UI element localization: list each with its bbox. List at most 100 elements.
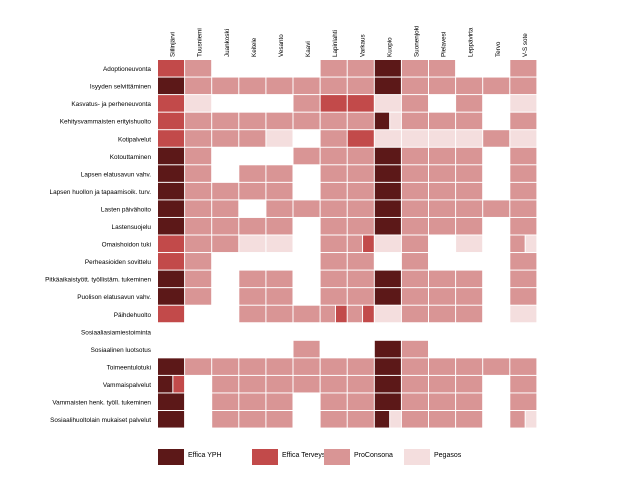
heatmap-cell xyxy=(374,270,401,288)
heatmap-cell xyxy=(456,217,483,235)
heatmap-cell xyxy=(347,200,374,217)
heatmap-cell xyxy=(456,393,483,410)
heatmap-cell xyxy=(347,182,374,200)
heatmap-cell-part xyxy=(525,235,537,253)
heatmap-cell xyxy=(239,112,266,130)
heatmap-cell xyxy=(320,235,347,253)
row-label: Lapsen huollon ja tapaamisoik. turv. xyxy=(50,189,152,196)
column-header: Juankoski xyxy=(224,29,231,57)
heatmap-cell xyxy=(510,393,537,410)
heatmap-cell xyxy=(374,305,401,323)
heatmap-cell-part xyxy=(390,411,401,428)
heatmap-cell xyxy=(401,77,428,95)
heatmap-cell xyxy=(347,217,374,235)
heatmap-cell xyxy=(212,411,239,428)
legend-label: Effica YPH xyxy=(188,452,222,459)
heatmap-cell xyxy=(374,393,401,410)
row-label: Vammaisten henk. työll. tukeminen xyxy=(52,400,151,407)
heatmap-cell xyxy=(401,130,428,147)
heatmap-cell xyxy=(239,182,266,200)
heatmap-cells xyxy=(158,60,537,428)
heatmap-cell xyxy=(456,77,483,95)
column-header: Keitele xyxy=(251,37,258,57)
heatmap-cell-part xyxy=(510,411,525,428)
heatmap-cell xyxy=(347,130,374,147)
heatmap-cell xyxy=(401,253,428,270)
heatmap-cell xyxy=(429,305,456,323)
column-header: Siilinjärvi xyxy=(170,32,177,57)
heatmap-cell xyxy=(293,340,320,358)
heatmap-cell xyxy=(456,200,483,217)
heatmap-cell xyxy=(429,112,456,130)
heatmap-cell xyxy=(510,130,537,147)
row-label: Sosiaaliasiamiestoiminta xyxy=(81,329,151,336)
row-label: Lapsen elatusavun vahv. xyxy=(81,171,151,178)
heatmap-cell-part xyxy=(320,305,335,323)
heatmap-cell xyxy=(429,393,456,410)
heatmap-cell xyxy=(320,217,347,235)
heatmap-cell xyxy=(510,77,537,95)
heatmap-cell xyxy=(374,217,401,235)
heatmap-cell xyxy=(266,393,293,410)
heatmap-cell xyxy=(401,393,428,410)
heatmap-cell xyxy=(320,200,347,217)
heatmap-cell xyxy=(293,77,320,95)
heatmap-cell xyxy=(185,95,212,112)
legend-label: ProConsona xyxy=(354,452,393,459)
heatmap-cell xyxy=(239,165,266,182)
heatmap-cell xyxy=(212,182,239,200)
heatmap-cell xyxy=(401,217,428,235)
heatmap-cell xyxy=(293,375,320,393)
heatmap-cell xyxy=(212,112,239,130)
heatmap-cell xyxy=(185,130,212,147)
row-label: Kasvatus- ja perheneuvonta xyxy=(71,101,151,108)
heatmap-cell xyxy=(510,182,537,200)
heatmap-cell xyxy=(483,358,510,375)
row-label: Isyyden selvittäminen xyxy=(90,84,152,91)
row-label: Kehitysvammaisten erityishuolto xyxy=(60,119,152,126)
heatmap-cell xyxy=(429,358,456,375)
column-header: V-S sote xyxy=(522,33,529,57)
heatmap-cell xyxy=(374,182,401,200)
heatmap-cell-part xyxy=(510,235,525,253)
column-header: Kaavi xyxy=(305,41,312,57)
heatmap-cell xyxy=(293,358,320,375)
heatmap-cell xyxy=(212,235,239,253)
row-label: Puolison elatusavun vahv. xyxy=(77,294,151,301)
heatmap-cell xyxy=(158,253,185,270)
heatmap-cell xyxy=(510,60,537,77)
heatmap-cell xyxy=(456,305,483,323)
heatmap-cell xyxy=(510,270,537,288)
heatmap-cell xyxy=(320,288,347,305)
heatmap-cell xyxy=(266,217,293,235)
heatmap-cell xyxy=(429,288,456,305)
heatmap-cell xyxy=(158,182,185,200)
heatmap-cell xyxy=(429,217,456,235)
heatmap-cell xyxy=(185,270,212,288)
heatmap-cell xyxy=(158,147,185,165)
heatmap-cell xyxy=(212,393,239,410)
heatmap-cell xyxy=(510,112,537,130)
legend-swatch-effica-yph xyxy=(158,449,184,465)
heatmap-cell xyxy=(456,182,483,200)
heatmap-cell xyxy=(374,340,401,358)
heatmap-cell xyxy=(401,411,428,428)
heatmap-cell-part xyxy=(390,112,401,130)
heatmap-cell xyxy=(429,130,456,147)
heatmap-cell xyxy=(266,235,293,253)
heatmap-cell xyxy=(347,95,374,112)
heatmap-cell xyxy=(456,165,483,182)
heatmap-cell xyxy=(158,411,185,428)
heatmap-cell xyxy=(347,358,374,375)
heatmap-cell xyxy=(320,270,347,288)
heatmap-cell xyxy=(158,130,185,147)
legend-label: Pegasos xyxy=(434,452,462,459)
heatmap-cell xyxy=(401,165,428,182)
heatmap-cell xyxy=(239,393,266,410)
heatmap-cell xyxy=(158,288,185,305)
heatmap-cell xyxy=(401,112,428,130)
heatmap-cell-part xyxy=(363,305,374,323)
column-header: Vesanto xyxy=(278,34,285,57)
heatmap-cell xyxy=(429,200,456,217)
